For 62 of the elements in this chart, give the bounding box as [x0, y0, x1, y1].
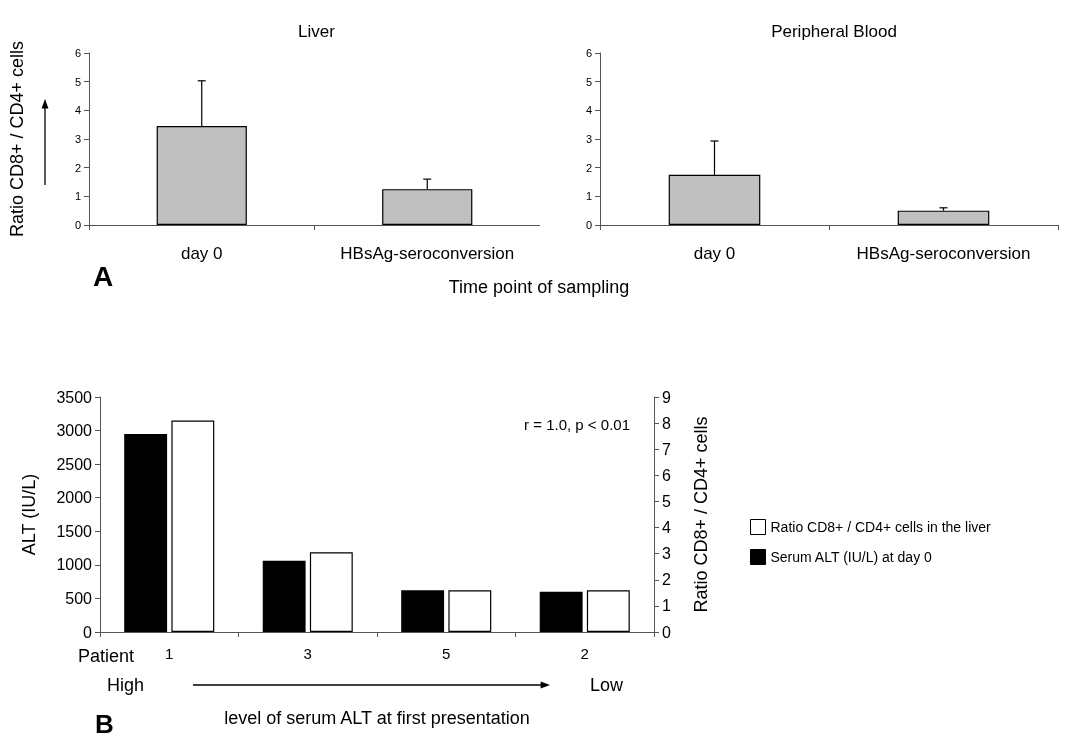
y-axis-title: ALT (IU/L)	[19, 473, 39, 556]
y-tick-label: 6	[585, 47, 592, 59]
x-axis-title: Time point of sampling	[448, 277, 630, 297]
x-tick-label: day 0	[180, 244, 223, 263]
y-tick-label: 1	[585, 190, 592, 203]
y-tick-label: 1500	[56, 522, 93, 540]
y-tick-label: 5	[74, 75, 81, 88]
legend-label: Ratio CD8+ / CD4+ cells in the liver	[770, 519, 992, 535]
y-tick-label: 2	[74, 161, 81, 174]
y2-tick-label: 4	[662, 519, 671, 537]
y-tick-label: 3	[74, 133, 81, 145]
bar	[539, 591, 583, 632]
y-tick-label: 0	[585, 219, 592, 231]
x-tick-label: 5	[442, 645, 451, 662]
x-tick-label: 3	[303, 645, 312, 662]
y-tick-label: 1000	[56, 556, 93, 574]
x-tick-label: 1	[165, 645, 174, 662]
bar	[171, 420, 215, 632]
x-axis-title: level of serum ALT at first presentation	[224, 708, 530, 728]
bar	[309, 552, 353, 632]
legend-label: Serum ALT (IU/L) at day 0	[770, 549, 933, 565]
bar	[262, 560, 306, 632]
y-tick-label: 0	[74, 219, 81, 231]
bar	[586, 590, 630, 632]
bar	[401, 590, 445, 632]
y-tick-label: 2500	[56, 455, 93, 473]
bar	[448, 590, 492, 632]
y2-tick-label: 9	[662, 388, 671, 406]
y2-tick-label: 2	[662, 571, 671, 589]
y-tick-label: 2	[585, 161, 592, 174]
text: A	[93, 260, 114, 292]
y-tick-label: 4	[74, 104, 81, 117]
text: Low	[590, 675, 625, 695]
y2-tick-label: 3	[662, 545, 671, 563]
x-tick-label: HBsAg-seroconversion	[340, 244, 515, 263]
chart-title: Peripheral Blood	[771, 22, 897, 41]
y-axis-title: Ratio CD8+ / CD4+ cells	[7, 40, 27, 238]
y-tick-label: 3000	[56, 422, 93, 440]
y-tick-label: 0	[83, 623, 93, 641]
y2-tick-label: 8	[662, 414, 671, 432]
text: B	[95, 709, 114, 739]
y-tick-label: 4	[585, 104, 592, 117]
text: Patient	[78, 646, 135, 666]
y2-tick-label: 6	[662, 466, 671, 484]
y-tick-label: 3	[585, 133, 592, 145]
y2-axis-title: Ratio CD8+ / CD4+ cells	[691, 416, 711, 613]
y-tick-label: 5	[585, 75, 592, 88]
y2-tick-label: 0	[662, 623, 671, 641]
x-tick-label: HBsAg-seroconversion	[856, 244, 1031, 263]
y-tick-label: 1	[74, 190, 81, 203]
y2-tick-label: 7	[662, 440, 671, 458]
bar	[124, 433, 168, 632]
y2-tick-label: 5	[662, 492, 671, 510]
y-tick-label: 6	[74, 47, 81, 59]
y-tick-label: 3500	[56, 388, 93, 406]
text: High	[107, 675, 145, 695]
annotation: r = 1.0, p < 0.01	[524, 415, 630, 433]
chart-title: Liver	[298, 22, 336, 41]
y2-tick-label: 1	[662, 597, 671, 615]
y-tick-label: 2000	[56, 489, 93, 507]
y-tick-label: 500	[65, 589, 93, 607]
x-tick-label: day 0	[693, 244, 736, 263]
